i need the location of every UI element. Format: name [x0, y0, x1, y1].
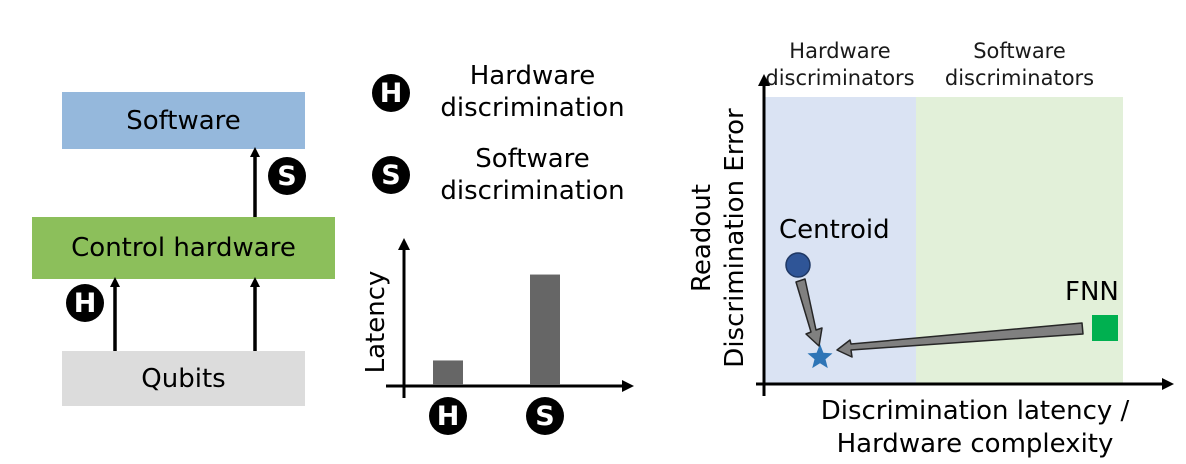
hardware-badge-h: H: [66, 284, 104, 322]
hardware-discriminators-heading: Hardware discriminators: [765, 39, 915, 90]
fnn-marker: [1092, 315, 1118, 341]
software-badge-s: S: [268, 157, 306, 195]
software-box: Software: [62, 92, 305, 149]
legend-h-badge: H: [372, 74, 410, 112]
optimal-star-marker: [807, 344, 833, 369]
centroid-to-star-arrow: [795, 278, 823, 347]
latency-x-badge-h: H: [429, 397, 467, 435]
latency-bar-h: [433, 360, 463, 385]
software-discriminators-heading: Software discriminators: [944, 39, 1095, 90]
legend-hardware-discrimination: Hardware discrimination: [440, 61, 625, 123]
control-hardware-label: Control hardware: [71, 233, 296, 263]
latency-x-badge-s: S: [526, 397, 564, 435]
control-hardware-box: Control hardware: [32, 217, 335, 279]
centroid-label: Centroid: [779, 215, 890, 245]
tradeoff-y-axis-label: Readout Discrimination Error: [687, 108, 750, 368]
legend-software-discrimination: Software discrimination: [440, 144, 625, 206]
latency-bar-s: [530, 274, 560, 385]
fnn-label: FNN: [1065, 277, 1119, 307]
qubits-box: Qubits: [62, 351, 305, 406]
legend-s-badge: S: [372, 156, 410, 194]
hardware-region: [764, 97, 916, 384]
fnn-to-star-arrow: [836, 322, 1084, 358]
qubits-label: Qubits: [141, 363, 226, 394]
centroid-marker: [785, 252, 811, 278]
software-label: Software: [126, 105, 241, 136]
tradeoff-x-axis-label: Discrimination latency / Hardware comple…: [820, 396, 1130, 459]
